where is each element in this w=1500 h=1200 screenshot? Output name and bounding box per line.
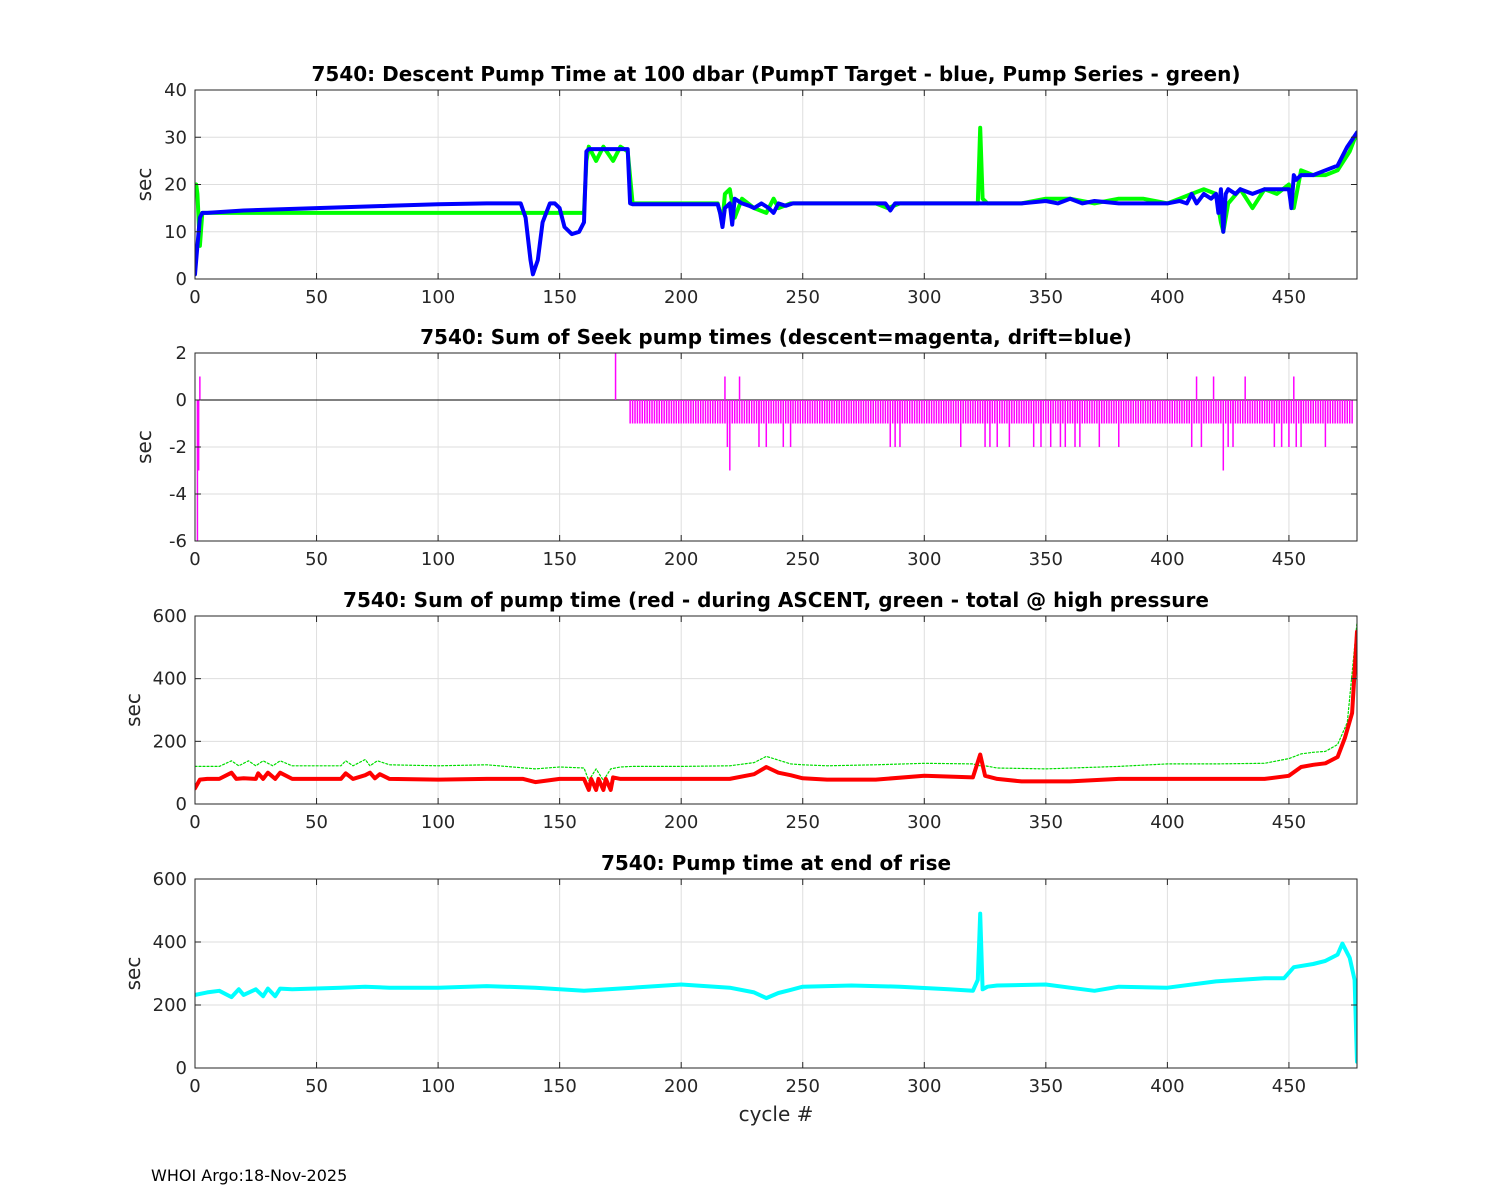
y-tick-label: 10 (164, 222, 187, 243)
y-tick-label: 400 (153, 932, 187, 953)
chart-title: 7540: Descent Pump Time at 100 dbar (Pum… (312, 62, 1241, 86)
x-tick-label: 400 (1150, 812, 1184, 833)
y-axis-label: sec (132, 430, 156, 464)
y-tick-label: 600 (153, 869, 187, 890)
plot-area (195, 879, 1357, 1068)
chart-panel-2: 0 50 100 150 200 250 300 350 400 450 -6 -4 -2 0 2 7540:… (132, 325, 1358, 570)
y-tick-label: 200 (153, 995, 187, 1016)
x-tick-label: 300 (907, 812, 941, 833)
y-axis-label: sec (121, 693, 145, 727)
x-tick-label: 100 (421, 1076, 455, 1097)
series-line-1 (195, 911, 1357, 1064)
plot-marks (195, 353, 1357, 541)
y-tick-label: 30 (164, 127, 187, 148)
x-tick-label: 200 (664, 812, 698, 833)
y-tick-label: 200 (153, 731, 187, 752)
x-tick-label: 50 (305, 1076, 328, 1097)
x-tick-label: 400 (1150, 287, 1184, 308)
x-tick-label: 350 (1029, 1076, 1063, 1097)
x-tick-label: 100 (421, 812, 455, 833)
y-tick-label: 0 (176, 390, 187, 411)
footer-credit: WHOI Argo:18-Nov-2025 (151, 1166, 348, 1185)
x-tick-label: 300 (907, 549, 941, 570)
y-tick-label: 600 (153, 606, 187, 627)
series-line-2 (195, 130, 1357, 277)
chart-panel-3: 0 50 100 150 200 250 300 350 400 450 0 200 400 600 754… (121, 588, 1358, 833)
series-line-1 (195, 621, 1357, 782)
chart-panel-1: 0 50 100 150 200 250 300 350 400 450 0 10 20 30 40 7540… (132, 62, 1358, 308)
x-tick-label: 300 (907, 287, 941, 308)
plot-area (195, 616, 1357, 804)
y-tick-label: -6 (169, 531, 187, 552)
x-tick-label: 150 (542, 287, 576, 308)
x-tick-label: 350 (1029, 812, 1063, 833)
y-axis-label: sec (132, 168, 156, 202)
chart-panel-4: 0 50 100 150 200 250 300 350 400 450 0 200 400 600 754… (121, 851, 1358, 1126)
y-tick-label: 0 (176, 269, 187, 290)
x-tick-label: 450 (1272, 287, 1306, 308)
chart-title: 7540: Pump time at end of rise (601, 851, 951, 875)
x-tick-label: 50 (305, 549, 328, 570)
x-tick-label: 450 (1272, 812, 1306, 833)
x-tick-label: 100 (421, 549, 455, 570)
x-tick-label: 150 (542, 812, 576, 833)
chart-title: 7540: Sum of pump time (red - during ASC… (343, 588, 1209, 612)
x-tick-label: 400 (1150, 1076, 1184, 1097)
x-tick-label: 50 (305, 287, 328, 308)
plot-marks (195, 911, 1357, 1064)
x-tick-label: 0 (189, 1076, 200, 1097)
x-tick-label: 50 (305, 812, 328, 833)
x-tick-label: 100 (421, 287, 455, 308)
x-tick-label: 0 (189, 549, 200, 570)
x-tick-label: 450 (1272, 549, 1306, 570)
x-tick-label: 200 (664, 287, 698, 308)
axes-box (194, 615, 1358, 805)
x-tick-label: 150 (542, 549, 576, 570)
x-tick-label: 0 (189, 812, 200, 833)
x-tick-label: 200 (664, 549, 698, 570)
y-tick-label: 400 (153, 669, 187, 690)
y-tick-label: 0 (176, 794, 187, 815)
x-tick-label: 400 (1150, 549, 1184, 570)
y-tick-label: 2 (176, 343, 187, 364)
x-tick-label: 300 (907, 1076, 941, 1097)
x-tick-label: 350 (1029, 549, 1063, 570)
series-line-2 (195, 629, 1357, 792)
x-tick-label: 0 (189, 287, 200, 308)
y-axis-label: sec (121, 957, 145, 991)
plot-marks (195, 125, 1357, 277)
x-axis-label: cycle # (739, 1102, 814, 1126)
x-tick-label: 250 (786, 1076, 820, 1097)
y-tick-label: -2 (169, 437, 187, 458)
x-tick-label: 250 (786, 549, 820, 570)
plot-marks (195, 621, 1357, 792)
x-tick-label: 450 (1272, 1076, 1306, 1097)
x-tick-label: 200 (664, 1076, 698, 1097)
y-tick-label: 20 (164, 175, 187, 196)
y-tick-label: 40 (164, 80, 187, 101)
x-tick-label: 350 (1029, 287, 1063, 308)
y-tick-label: -4 (169, 484, 187, 505)
y-tick-label: 0 (176, 1058, 187, 1079)
x-tick-label: 250 (786, 812, 820, 833)
x-tick-label: 150 (542, 1076, 576, 1097)
x-tick-label: 250 (786, 287, 820, 308)
axes-box (194, 878, 1358, 1069)
chart-title: 7540: Sum of Seek pump times (descent=ma… (420, 325, 1132, 349)
